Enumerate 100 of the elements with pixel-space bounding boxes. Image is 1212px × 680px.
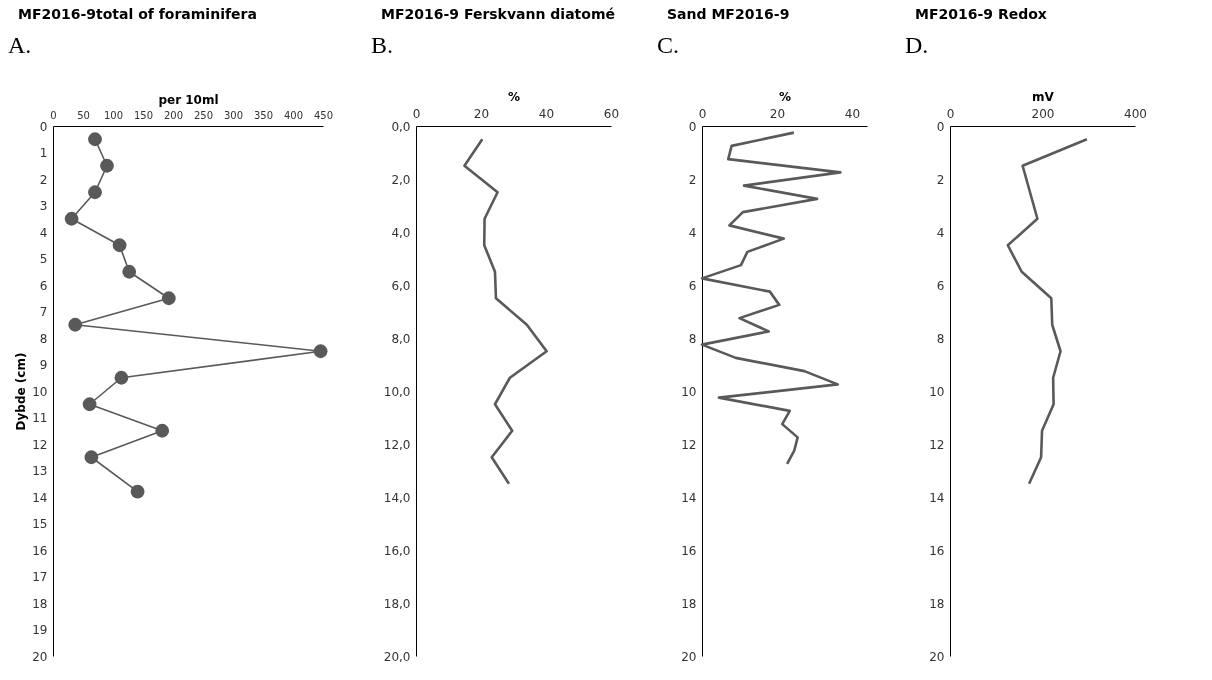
chart-title: Sand MF2016-9 (667, 6, 790, 22)
y-tick-label: 4,0 (391, 225, 411, 240)
x-tick-label: 400 (283, 109, 304, 121)
y-tick-label: 0,0 (391, 119, 411, 134)
y-tick-label: 2,0 (391, 172, 411, 187)
y-tick-label: 10 (32, 384, 48, 399)
point (82, 397, 97, 412)
text: D. (905, 32, 929, 58)
y-tick-label: 20 (32, 649, 48, 664)
x-tick-label: 50 (77, 109, 90, 121)
chart-title: MF2016-9 Ferskvann diatomé (381, 6, 615, 22)
point (114, 370, 129, 385)
y-tick-label: 8,0 (391, 331, 411, 346)
point (100, 158, 114, 173)
x-axis-title: mV (1032, 89, 1055, 104)
y-tick-label: 8 (39, 331, 48, 346)
x-axis-title: per 10ml (158, 92, 219, 107)
y-tick-label: 2 (688, 172, 697, 187)
y-tick-label: 18 (929, 596, 945, 611)
y-tick-label: 0 (39, 119, 48, 134)
y-tick-label: 16 (929, 543, 945, 558)
point (122, 264, 137, 279)
x-tick-label: 20 (473, 106, 490, 121)
y-tick-label: 16 (32, 543, 48, 558)
y-tick-label: 14 (929, 490, 945, 505)
y-tick-label: 18 (32, 596, 48, 611)
y-tick-label: 3 (39, 199, 48, 213)
y-tick-label: 8 (936, 331, 945, 346)
x-tick-label: 250 (193, 109, 214, 121)
y-tick-label: 20 (681, 649, 697, 664)
text: A. (8, 32, 32, 58)
line-series (700, 131, 842, 466)
y-tick-label: 16 (681, 543, 697, 558)
chart-title: MF2016-9total of foraminifera (18, 6, 257, 22)
x-tick-label: 200 (1031, 106, 1055, 121)
text: C. (657, 32, 680, 58)
x-tick-label: 350 (253, 109, 274, 121)
y-tick-label: 8 (688, 331, 697, 346)
y-tick-label: 11 (32, 411, 48, 425)
y-tick-label: 12 (681, 437, 697, 452)
y-tick-label: 5 (39, 252, 48, 266)
y-tick-label: 14 (32, 490, 48, 505)
point (155, 423, 170, 438)
x-tick-label: 150 (133, 109, 154, 121)
y-tick-label: 0 (688, 119, 697, 134)
text: B. (371, 32, 394, 58)
y-tick-label: 10 (681, 384, 697, 399)
point (68, 317, 83, 332)
y-tick-label: 12 (929, 437, 945, 452)
y-tick-label: 1 (39, 146, 48, 160)
point (130, 484, 145, 499)
y-tick-label: 0 (936, 119, 945, 134)
point (161, 291, 176, 306)
x-axis-title: % (778, 89, 792, 104)
x-tick-label: 0 (698, 106, 707, 121)
y-tick-label: 16,0 (383, 543, 411, 558)
y-tick-label: 14 (681, 490, 697, 505)
x-tick-label: 0 (946, 106, 955, 121)
x-tick-label: 0 (412, 106, 421, 121)
y-tick-label: 4 (39, 225, 48, 240)
x-axis-title: % (507, 89, 521, 104)
y-tick-label: 12,0 (383, 437, 411, 452)
x-tick-label: 200 (163, 109, 184, 121)
x-tick-label: 300 (223, 109, 244, 121)
y-tick-label: 7 (39, 305, 48, 319)
x-tick-label: 40 (538, 106, 555, 121)
y-tick-label: 2 (39, 172, 48, 187)
y-tick-label: 2 (936, 172, 945, 187)
y-tick-label: 14,0 (383, 490, 411, 505)
point (112, 238, 127, 253)
y-tick-label: 6 (39, 278, 48, 293)
y-tick-label: 6 (936, 278, 945, 293)
x-tick-label: 40 (844, 106, 861, 121)
x-tick-label: 400 (1124, 106, 1147, 121)
y-tick-label: 6,0 (391, 278, 411, 293)
point (88, 185, 102, 200)
y-tick-label: 17 (32, 570, 48, 584)
y-tick-label: 20,0 (383, 649, 411, 664)
y-tick-label: 10,0 (383, 384, 411, 399)
y-tick-label: 12 (32, 437, 48, 452)
x-tick-label: 100 (103, 109, 124, 121)
y-tick-label: 4 (688, 225, 697, 240)
y-tick-label: 15 (32, 517, 48, 531)
point (64, 211, 79, 226)
y-tick-label: 18 (681, 596, 697, 611)
y-tick-label: 13 (32, 464, 48, 478)
line-series (463, 137, 548, 486)
x-tick-label: 0 (50, 109, 57, 121)
y-tick-label: 19 (32, 623, 48, 637)
y-tick-label: 10 (929, 384, 945, 399)
y-tick-label: 4 (936, 225, 945, 240)
y-axis-title: Dybde (cm) (14, 352, 29, 431)
point (313, 344, 328, 359)
x-tick-label: 60 (603, 106, 620, 121)
x-tick-label: 450 (313, 109, 334, 121)
point (84, 450, 99, 465)
y-tick-label: 6 (688, 278, 697, 293)
y-tick-label: 9 (39, 358, 48, 372)
chart-title: MF2016-9 Redox (915, 6, 1047, 22)
y-tick-label: 20 (929, 649, 945, 664)
